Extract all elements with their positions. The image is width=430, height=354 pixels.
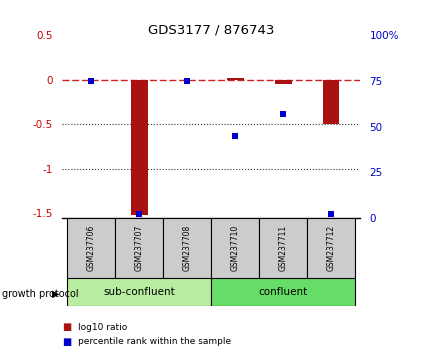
Text: sub-confluent: sub-confluent [103,287,175,297]
Text: GSM237712: GSM237712 [326,225,335,271]
Text: GDS3177 / 876743: GDS3177 / 876743 [147,23,274,36]
Text: GSM237708: GSM237708 [182,225,191,271]
Text: ■: ■ [62,337,71,347]
Bar [274,80,291,84]
Bar [115,218,163,278]
Bar [258,218,307,278]
Bar [67,278,211,306]
Text: growth protocol: growth protocol [2,289,79,299]
Text: GSM237711: GSM237711 [278,225,287,271]
Point [327,211,334,217]
Point [279,111,286,116]
Text: percentile rank within the sample: percentile rank within the sample [77,337,230,346]
Text: ■: ■ [62,322,71,332]
Bar [307,218,354,278]
Bar [163,218,211,278]
Point [183,78,190,84]
Text: GSM237707: GSM237707 [135,224,144,271]
Text: GSM237706: GSM237706 [86,224,95,271]
Bar [131,80,147,215]
Point [135,211,142,217]
Bar [322,80,339,124]
Bar [211,278,354,306]
Bar [211,218,258,278]
Text: ▶: ▶ [52,289,60,299]
Point [88,78,95,84]
Text: log10 ratio: log10 ratio [77,323,126,332]
Bar [226,78,243,80]
Text: GSM237710: GSM237710 [230,225,239,271]
Bar [67,218,115,278]
Text: confluent: confluent [258,287,307,297]
Point [231,133,238,138]
